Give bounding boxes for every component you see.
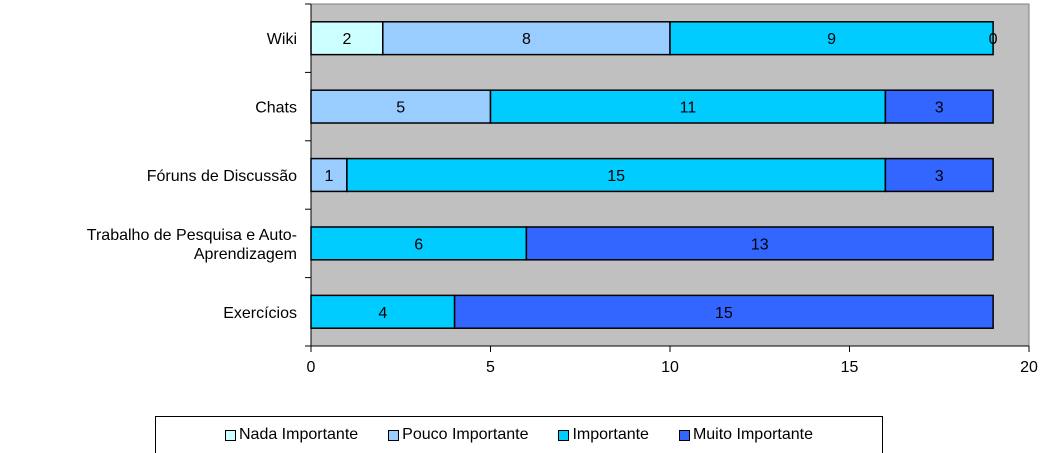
- bar-value-label: 15: [607, 168, 625, 185]
- bar-value-label: 15: [715, 305, 733, 322]
- bar-value-label: 4: [378, 305, 387, 322]
- x-tick-label: 20: [1020, 359, 1038, 376]
- bar-value-label: 3: [935, 100, 944, 117]
- bar-value-label: 9: [827, 31, 836, 48]
- bar-segment: [346, 157, 887, 193]
- legend: Nada Importante Pouco Importante Important…: [155, 416, 883, 453]
- legend-swatch: [224, 429, 236, 441]
- category-label: Wiki: [267, 31, 297, 48]
- category-label: Aprendizagem: [194, 246, 297, 263]
- bar-segment: [310, 157, 348, 193]
- bar-value-label: 2: [342, 31, 351, 48]
- bar-segment: [310, 89, 492, 124]
- legend-label: Muito Importante: [692, 426, 814, 443]
- legend-item: Nada Importante: [224, 426, 359, 444]
- legend-swatch: [678, 429, 690, 441]
- category-label: Fóruns de Discussão: [147, 168, 297, 185]
- bar-segment: [884, 89, 994, 124]
- x-tick-label: 10: [661, 359, 679, 376]
- bar-segment: [525, 226, 994, 261]
- legend-label: Pouco Importante: [402, 426, 529, 443]
- legend-item: Importante: [558, 426, 649, 444]
- category-label: Chats: [255, 100, 297, 117]
- bar-value-label: 13: [751, 236, 769, 253]
- legend-swatch: [388, 429, 400, 441]
- bar-value-label: 5: [396, 100, 405, 117]
- legend-label: Importante: [572, 426, 649, 443]
- bar-value-label: 11: [680, 100, 697, 117]
- bar-segment: [310, 294, 456, 329]
- category-label: Exercícios: [223, 305, 297, 322]
- x-tick-label: 0: [307, 359, 316, 376]
- legend-item: Pouco Importante: [388, 426, 528, 444]
- bar-segment: [669, 21, 994, 56]
- bar-segment: [453, 294, 994, 329]
- x-tick-label: 5: [486, 359, 495, 376]
- legend-item: Muito Importante: [678, 426, 814, 444]
- category-label: Trabalho de Pesquisa e Auto-: [87, 227, 297, 244]
- bar-segment: [489, 89, 887, 124]
- x-tick-label: 15: [841, 359, 859, 376]
- bar-segment: [310, 226, 528, 261]
- legend-label: Nada Importante: [238, 426, 359, 443]
- bar-value-label: 1: [324, 168, 333, 185]
- legend-swatch: [558, 429, 570, 441]
- bar-value-label: 8: [522, 31, 531, 48]
- bar-value-label: 6: [414, 236, 423, 253]
- bar-segment: [884, 157, 994, 193]
- bar-value-label: 0: [989, 31, 998, 48]
- bar-value-label: 3: [935, 168, 944, 185]
